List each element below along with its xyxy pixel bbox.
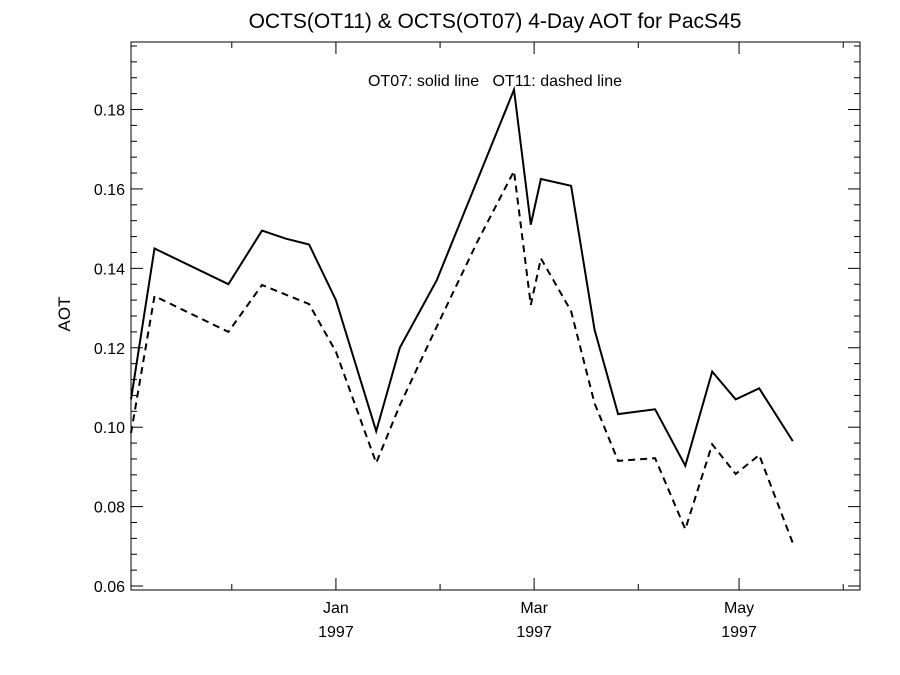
y-tick-label: 0.06 xyxy=(94,579,125,596)
series-layer xyxy=(130,85,794,544)
x-tick-month: May xyxy=(724,600,754,617)
chart-title: OCTS(OT11) & OCTS(OT07) 4-Day AOT for Pa… xyxy=(249,10,742,33)
x-tick-year: 1997 xyxy=(516,624,552,641)
x-tick-year: 1997 xyxy=(318,624,354,641)
y-tick-label: 0.14 xyxy=(94,261,125,278)
x-axis-ticks: Jan 1997 Mar 1997 May 1997 xyxy=(231,42,844,641)
x-tick-month: Mar xyxy=(520,600,548,617)
y-tick-label: 0.16 xyxy=(94,182,125,199)
y-axis-label: AOT xyxy=(55,297,74,332)
y-tick-label: 0.08 xyxy=(94,500,125,517)
x-tick-month: Jan xyxy=(323,600,349,617)
x-tick-year: 1997 xyxy=(721,624,757,641)
y-axis-ticks: 0.06 0.08 0.10 0.12 0.14 0.16 0.18 xyxy=(94,45,860,596)
line-style-annotation: OT07: solid line OT11: dashed line xyxy=(368,73,622,90)
series-line-dashed xyxy=(130,167,794,544)
y-tick-label: 0.18 xyxy=(94,103,125,120)
series-line-solid xyxy=(130,85,794,469)
y-tick-label: 0.10 xyxy=(94,420,125,437)
y-tick-label: 0.12 xyxy=(94,341,125,358)
